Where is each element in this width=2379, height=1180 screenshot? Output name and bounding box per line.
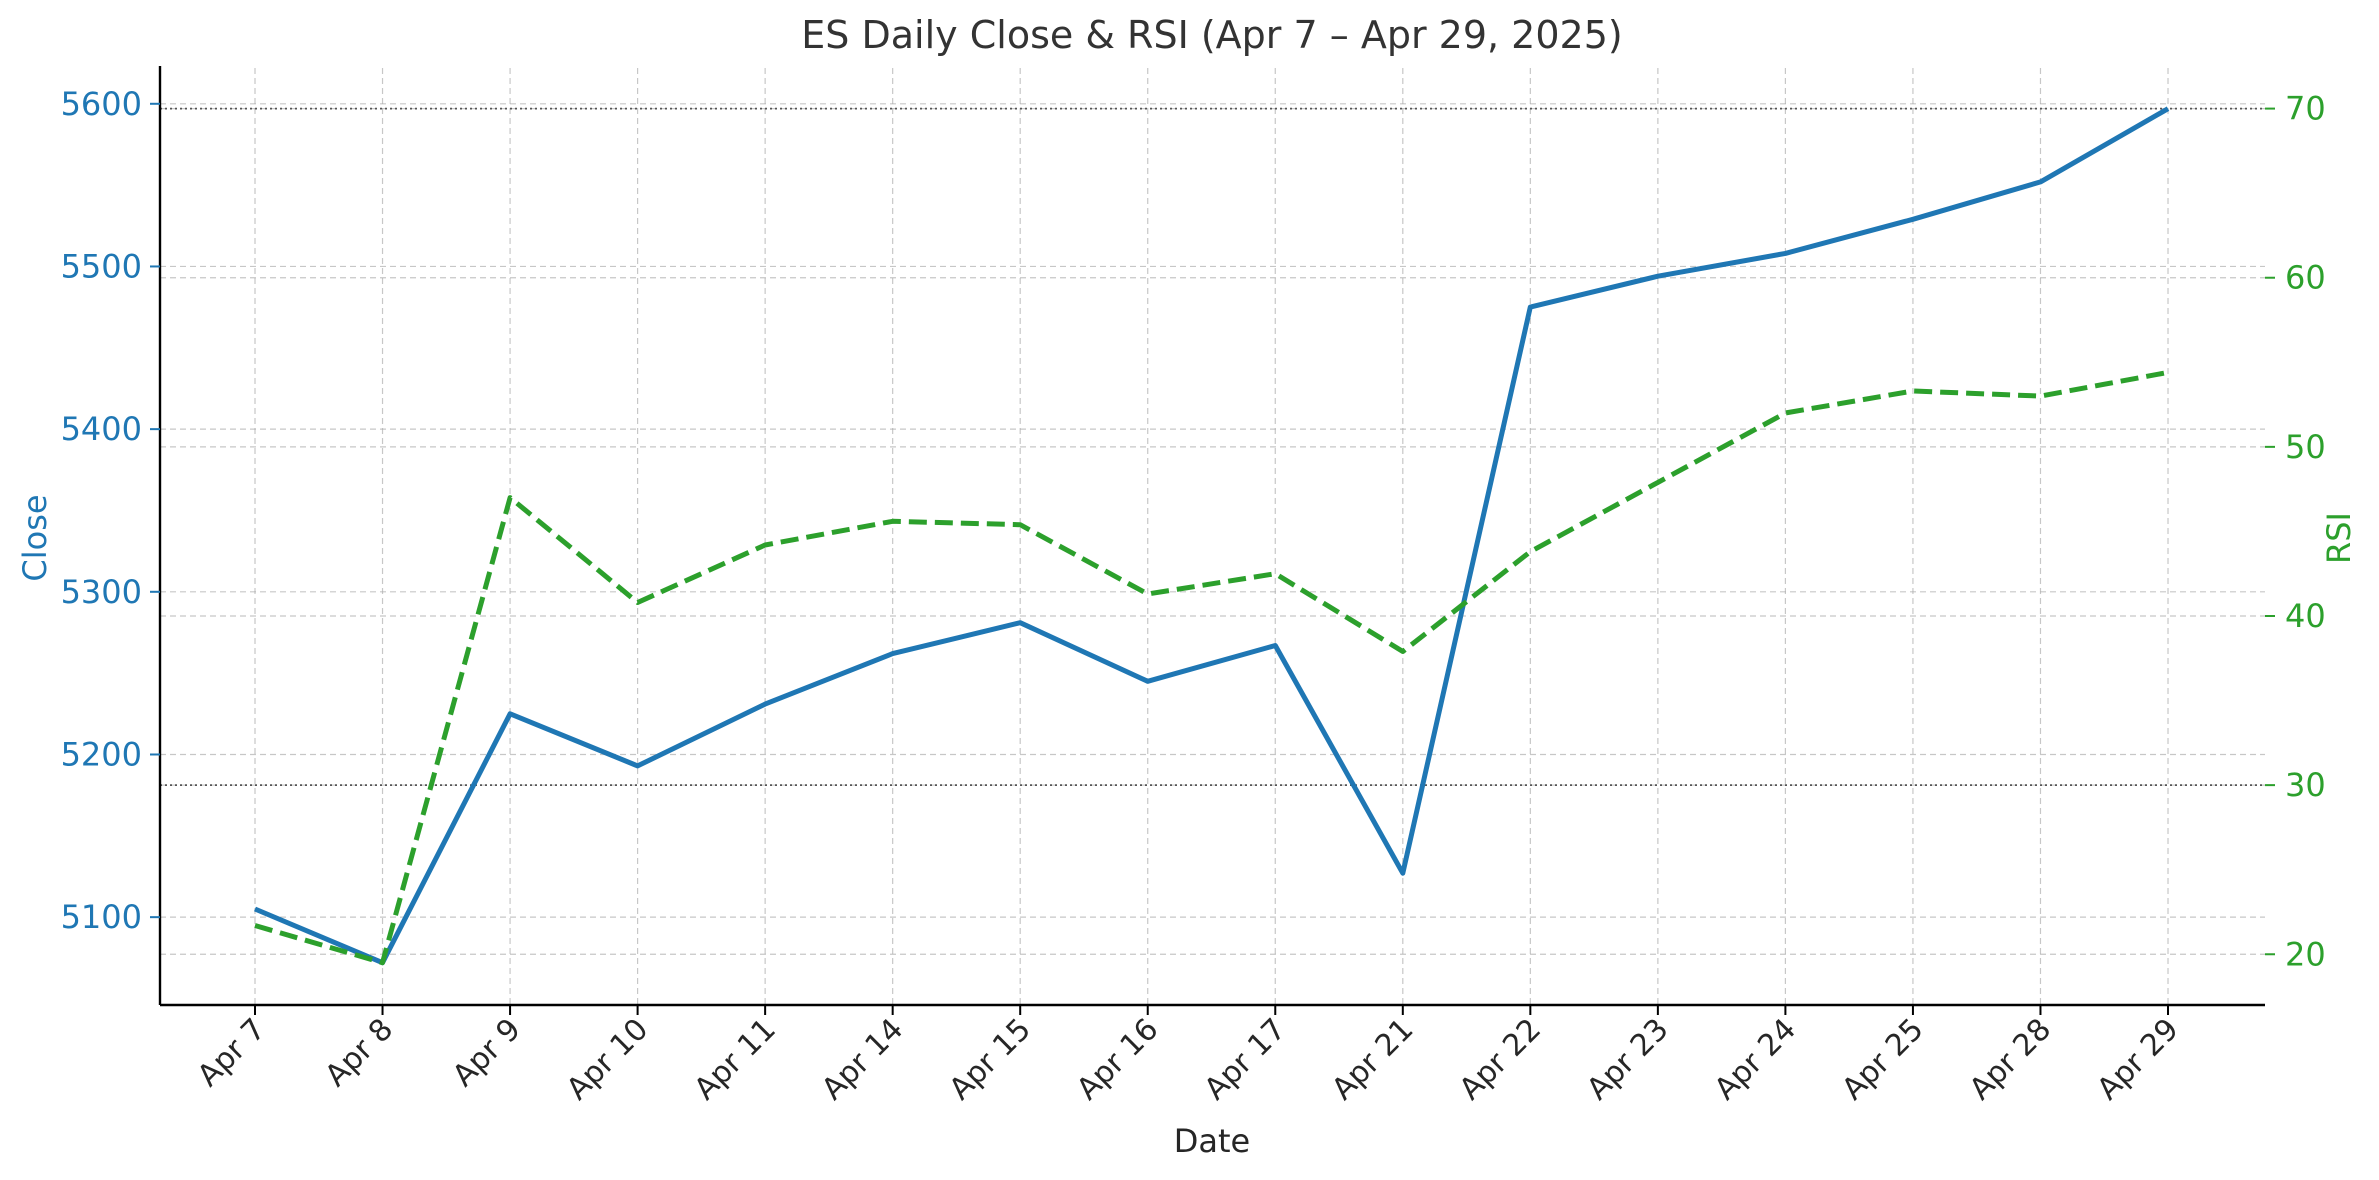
y-axis-label-left: Close (16, 494, 54, 581)
x-tick-label: Apr 14 (815, 1012, 910, 1107)
x-tick-label: Apr 25 (1835, 1012, 1930, 1107)
series (254, 106, 2170, 966)
x-tick-label: Apr 28 (1963, 1012, 2058, 1107)
y-tick-label-right: 60 (2285, 259, 2326, 297)
x-tick-label: Apr 7 (191, 1012, 273, 1094)
y-tick-label-left: 5100 (61, 898, 142, 936)
series-line-close (254, 106, 2170, 966)
y-tick-label-left: 5200 (61, 735, 142, 773)
y-tick-label-right: 50 (2285, 428, 2326, 466)
x-tick-label: Apr 29 (2090, 1012, 2185, 1107)
reference-lines (160, 107, 2265, 787)
x-tick-label: Apr 22 (1453, 1012, 1548, 1107)
y-tick-label-right: 40 (2285, 597, 2326, 635)
x-tick-label: Apr 16 (1070, 1012, 1165, 1107)
x-tick-label: Apr 8 (318, 1012, 400, 1094)
y-tick-label-left: 5400 (61, 410, 142, 448)
x-tick-label: Apr 15 (943, 1012, 1038, 1107)
y-tick-label-right: 70 (2285, 90, 2326, 128)
x-tick-label: Apr 11 (688, 1012, 783, 1107)
x-tick-label: Apr 9 (446, 1012, 528, 1094)
y-tick-label-right: 30 (2285, 766, 2326, 804)
x-tick-label: Apr 21 (1325, 1012, 1420, 1107)
x-tick-label: Apr 17 (1198, 1012, 1293, 1107)
y-tick-label-left: 5300 (61, 573, 142, 611)
x-tick-label: Apr 10 (560, 1012, 655, 1107)
x-axis-label: Date (1174, 1122, 1250, 1160)
y-tick-label-left: 5600 (61, 85, 142, 123)
series-line-rsi (254, 369, 2169, 966)
chart-title: ES Daily Close & RSI (Apr 7 – Apr 29, 20… (801, 13, 1622, 57)
x-tick-label: Apr 23 (1580, 1012, 1675, 1107)
x-tick-label: Apr 24 (1708, 1012, 1803, 1107)
y-tick-label-left: 5500 (61, 247, 142, 285)
y-tick-label-right: 20 (2285, 935, 2326, 973)
y-axis-label-right: RSI (2320, 512, 2358, 564)
